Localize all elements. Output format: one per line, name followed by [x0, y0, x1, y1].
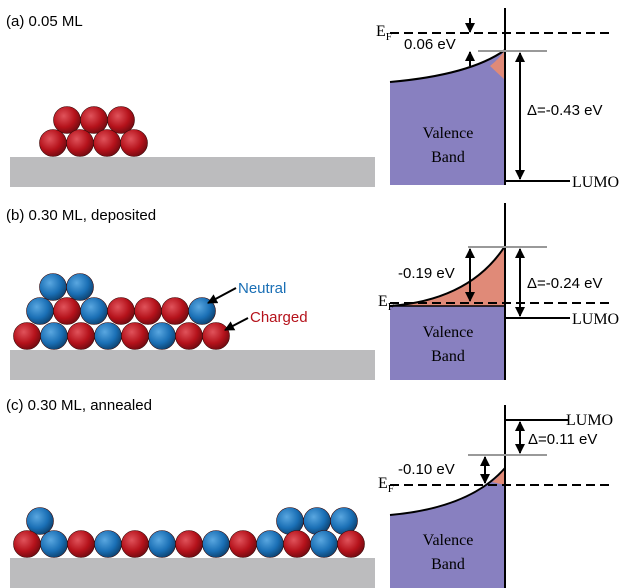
- atom: [94, 130, 121, 157]
- atom: [14, 323, 41, 350]
- atom: [284, 531, 311, 558]
- atom: [108, 107, 135, 134]
- lumo-label: LUMO: [572, 174, 619, 191]
- atom: [67, 274, 94, 301]
- substrate: [10, 350, 375, 380]
- substrate: [10, 558, 375, 588]
- ef-label: EF: [378, 293, 394, 313]
- atom: [67, 130, 94, 157]
- delta-label: Δ=0.11 eV: [528, 431, 597, 448]
- atom: [95, 323, 122, 350]
- figure: (a) 0.05 ML EF 0.06 eV Δ=-0.43 eV Valenc…: [0, 0, 639, 588]
- atom: [40, 130, 67, 157]
- atom: [95, 531, 122, 558]
- ef-sub: F: [388, 483, 394, 495]
- ef-label: EF: [376, 23, 392, 43]
- valence-label: Band: [431, 348, 465, 365]
- atom: [203, 323, 230, 350]
- valence-label: Band: [431, 149, 465, 166]
- valence-band: [390, 306, 505, 380]
- atom: [230, 531, 257, 558]
- atom: [81, 107, 108, 134]
- pointer: [225, 318, 248, 330]
- atom: [257, 531, 284, 558]
- lumo-label: LUMO: [572, 311, 619, 328]
- atom: [54, 107, 81, 134]
- offset-label: -0.19 eV: [398, 265, 455, 282]
- offset-label: -0.10 eV: [398, 461, 455, 478]
- panel-b: (b) 0.30 ML, deposited EF -0.19 eV Δ=-0.…: [6, 203, 619, 380]
- ef-sub: F: [386, 31, 392, 43]
- ef-main: E: [378, 293, 388, 310]
- neutral-label: Neutral: [238, 280, 286, 297]
- charged-label: Charged: [250, 309, 308, 326]
- ef-sub: F: [388, 301, 394, 313]
- delta-label: Δ=-0.43 eV: [527, 102, 602, 119]
- lumo-label: LUMO: [566, 412, 613, 429]
- ef-main: E: [378, 475, 388, 492]
- atom: [27, 298, 54, 325]
- atom: [54, 298, 81, 325]
- atom: [41, 531, 68, 558]
- valence-label: Valence: [423, 532, 474, 549]
- substrate: [10, 157, 375, 187]
- atom: [121, 130, 148, 157]
- panel-label: (b) 0.30 ML, deposited: [6, 207, 156, 224]
- atom: [135, 298, 162, 325]
- atom: [122, 531, 149, 558]
- valence-label: Valence: [423, 125, 474, 142]
- atom: [149, 531, 176, 558]
- atom: [81, 298, 108, 325]
- ef-main: E: [376, 23, 386, 40]
- atom: [149, 323, 176, 350]
- panel-label: (a) 0.05 ML: [6, 13, 83, 30]
- pointer: [208, 288, 236, 303]
- valence-label: Valence: [423, 324, 474, 341]
- atom: [27, 508, 54, 535]
- panel-a: (a) 0.05 ML EF 0.06 eV Δ=-0.43 eV Valenc…: [6, 8, 619, 191]
- atom: [40, 274, 67, 301]
- atom: [162, 298, 189, 325]
- panel-label: (c) 0.30 ML, annealed: [6, 397, 152, 414]
- atom: [203, 531, 230, 558]
- delta-label: Δ=-0.24 eV: [527, 275, 602, 292]
- atom: [14, 531, 41, 558]
- atom: [41, 323, 68, 350]
- offset-label: 0.06 eV: [404, 36, 456, 53]
- panel-c: (c) 0.30 ML, annealed EF -0.10 eV Δ=0.11…: [6, 397, 613, 588]
- atom: [338, 531, 365, 558]
- atom: [311, 531, 338, 558]
- atom: [68, 531, 95, 558]
- valence-label: Band: [431, 556, 465, 573]
- ef-label: EF: [378, 475, 394, 495]
- atom: [176, 323, 203, 350]
- atom: [176, 531, 203, 558]
- atom: [108, 298, 135, 325]
- atom: [68, 323, 95, 350]
- atom: [122, 323, 149, 350]
